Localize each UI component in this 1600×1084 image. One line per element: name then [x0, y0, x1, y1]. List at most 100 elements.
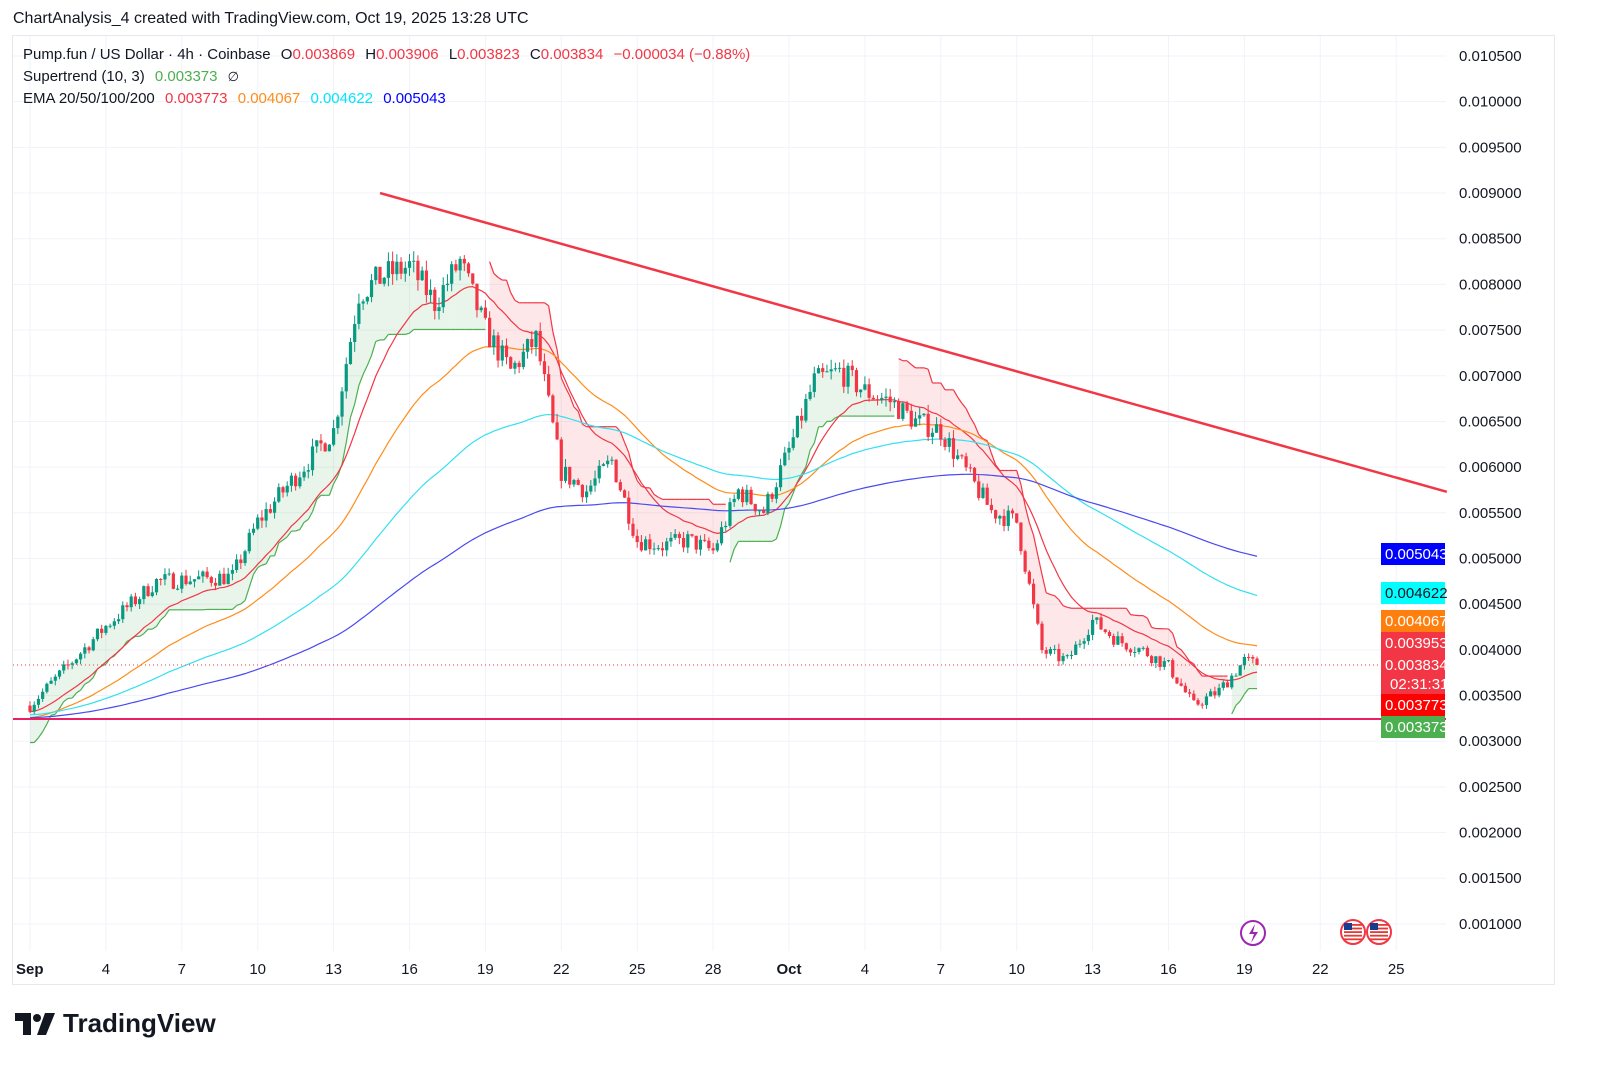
price-badge-value: 0.003953	[1385, 635, 1448, 652]
candle	[1099, 613, 1103, 630]
supertrend-fill	[818, 370, 823, 427]
supertrend-fill	[822, 370, 827, 427]
close-label: C	[529, 46, 541, 63]
candle	[412, 251, 416, 273]
candle-body	[32, 704, 36, 712]
candle	[1112, 633, 1116, 648]
lightning-glyph	[1249, 924, 1258, 943]
candle-body	[125, 605, 129, 608]
candle	[711, 542, 715, 555]
supertrend-down-segment	[978, 434, 984, 440]
supertrend-down-segment	[505, 279, 512, 293]
candle-body	[749, 489, 753, 505]
supertrend-fill	[692, 499, 697, 543]
candle-body	[441, 285, 445, 308]
tradingview-logo[interactable]: TradingView	[15, 1008, 216, 1039]
candle	[433, 287, 437, 320]
candle-body	[665, 541, 669, 551]
candle	[1107, 630, 1112, 639]
supertrend-up-segment	[50, 713, 56, 716]
candle	[175, 584, 180, 591]
candle	[230, 564, 234, 581]
supertrend-fill	[502, 280, 507, 354]
candle-body	[479, 307, 483, 311]
candle	[302, 466, 306, 481]
candle	[859, 389, 863, 398]
candle	[281, 485, 285, 498]
candle	[601, 462, 606, 467]
x-tick-label: 13	[1084, 961, 1101, 978]
supertrend-up-segment	[160, 615, 166, 621]
symbol-title[interactable]: Pump.fun / US Dollar · 4h · Coinbase	[23, 46, 271, 63]
candle-body	[1078, 643, 1082, 645]
legend-ema[interactable]: EMA 20/50/100/200 0.003773 0.004067 0.00…	[23, 90, 452, 107]
candle-body	[741, 489, 745, 503]
candle	[243, 549, 247, 566]
supertrend-fill	[460, 261, 465, 330]
candle	[930, 428, 934, 445]
candle-body	[382, 277, 386, 284]
candle	[1057, 643, 1061, 667]
supertrend-label: Supertrend (10, 3)	[23, 68, 145, 85]
us-flag-icon[interactable]	[1366, 919, 1392, 945]
candle	[121, 601, 125, 623]
supertrend-fill	[1117, 608, 1123, 641]
candle-body	[433, 289, 437, 312]
candle-body	[1200, 704, 1204, 706]
candle-body	[728, 502, 732, 526]
candle	[525, 338, 530, 359]
candle	[736, 488, 740, 501]
candle-body	[327, 444, 331, 452]
candle-body	[403, 267, 407, 274]
legend-supertrend[interactable]: Supertrend (10, 3) 0.003373 ∅	[23, 68, 245, 85]
supertrend-up-segment	[1231, 705, 1237, 715]
candle	[256, 514, 260, 531]
supertrend-up-segment	[231, 605, 238, 610]
price-badge: 0.003773	[1381, 694, 1448, 716]
candle	[1010, 508, 1015, 519]
candle	[1225, 679, 1230, 688]
supertrend-fill	[586, 426, 591, 495]
candle-body	[256, 517, 260, 529]
candle-body	[1133, 652, 1137, 654]
candle	[407, 254, 412, 276]
chart-canvas[interactable]: 0.010500 0.010000 0.009500 0.009000 0.008500…	[13, 36, 1556, 986]
candle	[753, 503, 757, 515]
candle-body	[500, 345, 504, 361]
candle-body	[1175, 677, 1179, 684]
x-tick-label: 28	[705, 961, 722, 978]
candle-body	[251, 528, 256, 533]
candle-body	[951, 438, 956, 459]
candle-body	[1247, 656, 1251, 658]
candle	[580, 484, 584, 503]
supertrend-fill	[363, 299, 368, 375]
candle-body	[95, 628, 100, 640]
candle	[466, 262, 471, 277]
candle-body	[517, 362, 521, 368]
candle-body	[694, 535, 698, 550]
candle	[808, 384, 812, 401]
candle-body	[243, 551, 247, 564]
price-badge-bg	[1381, 654, 1445, 698]
supertrend-fill	[911, 364, 916, 423]
candle-body	[353, 323, 357, 343]
candle-body	[513, 362, 517, 369]
candle	[239, 554, 243, 570]
candle-body	[918, 415, 922, 419]
supertrend-fill	[1160, 628, 1165, 665]
x-tick-label: 16	[1160, 961, 1177, 978]
y-tick-label: 0.005000	[1459, 550, 1522, 567]
candle-body	[1044, 650, 1048, 654]
candle-body	[188, 581, 192, 585]
candle	[188, 575, 192, 585]
candle-body	[87, 647, 91, 651]
us-flag-icon[interactable]	[1340, 919, 1366, 945]
candle-body	[842, 367, 846, 387]
ema200-value: 0.005043	[383, 90, 446, 107]
candle-body	[977, 481, 981, 498]
logo-text: TradingView	[63, 1008, 216, 1038]
candle	[648, 533, 652, 555]
y-tick-label: 0.004000	[1459, 642, 1522, 659]
candle	[450, 261, 454, 292]
candle	[850, 360, 854, 377]
